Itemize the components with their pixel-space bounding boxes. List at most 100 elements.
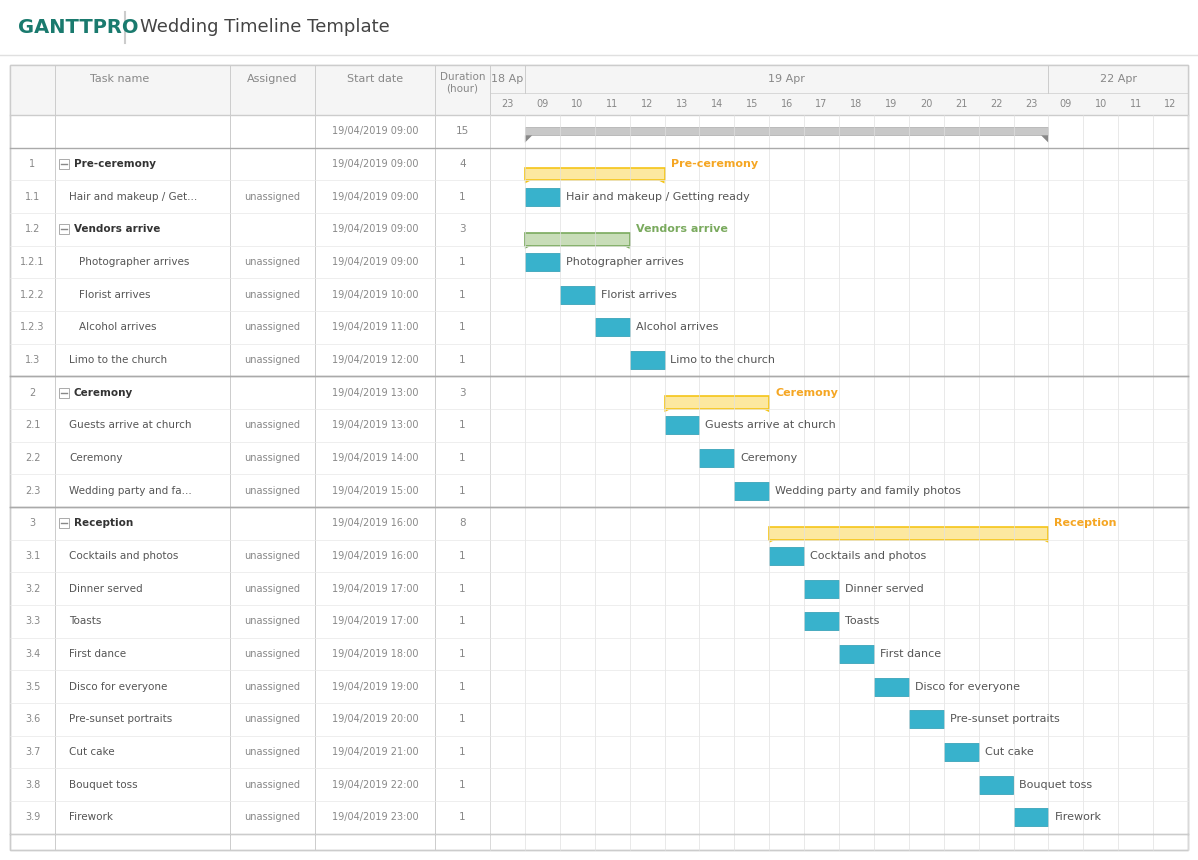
Text: 1: 1 <box>459 617 466 626</box>
Text: Hair and makeup / Getting ready: Hair and makeup / Getting ready <box>565 192 750 201</box>
Text: Ceremony: Ceremony <box>69 453 122 463</box>
Text: Dinner served: Dinner served <box>845 584 924 593</box>
Text: 11: 11 <box>1130 99 1142 109</box>
Text: Toasts: Toasts <box>845 617 879 626</box>
Bar <box>769 527 1048 540</box>
Text: Limo to the church: Limo to the church <box>69 355 168 365</box>
Text: unassigned: unassigned <box>244 617 301 626</box>
Text: 23: 23 <box>1024 99 1037 109</box>
Text: 3.8: 3.8 <box>25 780 40 789</box>
Bar <box>804 612 839 630</box>
Bar <box>59 159 69 169</box>
Polygon shape <box>1042 540 1048 543</box>
Text: 1: 1 <box>459 486 466 495</box>
Bar <box>525 168 665 181</box>
Text: 1: 1 <box>459 649 466 659</box>
Text: unassigned: unassigned <box>244 649 301 659</box>
Text: unassigned: unassigned <box>244 682 301 691</box>
Text: 19/04/2019 14:00: 19/04/2019 14:00 <box>332 453 418 463</box>
Bar <box>979 776 1014 794</box>
Text: 19/04/2019 09:00: 19/04/2019 09:00 <box>332 224 418 234</box>
Text: unassigned: unassigned <box>244 192 301 201</box>
Text: Vendors arrive: Vendors arrive <box>636 224 727 234</box>
Text: 3: 3 <box>459 224 466 234</box>
Text: 4: 4 <box>459 159 466 169</box>
Text: Alcohol arrives: Alcohol arrives <box>79 322 157 332</box>
Text: First dance: First dance <box>879 649 940 659</box>
Text: 1: 1 <box>459 715 466 724</box>
Text: unassigned: unassigned <box>244 290 301 299</box>
Text: 19 Apr: 19 Apr <box>768 74 805 84</box>
Text: 19/04/2019 09:00: 19/04/2019 09:00 <box>332 126 418 137</box>
Text: 2.2: 2.2 <box>25 453 41 463</box>
Text: 12: 12 <box>641 99 653 109</box>
Text: 19/04/2019 22:00: 19/04/2019 22:00 <box>332 780 418 789</box>
Text: 23: 23 <box>501 99 514 109</box>
Text: 10: 10 <box>1095 99 1107 109</box>
Text: 3: 3 <box>459 388 466 397</box>
Polygon shape <box>623 246 630 249</box>
Text: 1: 1 <box>459 682 466 691</box>
Text: 19: 19 <box>885 99 897 109</box>
Text: 2.3: 2.3 <box>25 486 41 495</box>
Bar <box>10 65 1188 115</box>
Text: Wedding Timeline Template: Wedding Timeline Template <box>140 19 389 36</box>
Text: 1: 1 <box>459 747 466 757</box>
Text: unassigned: unassigned <box>244 747 301 757</box>
Text: Ceremony: Ceremony <box>775 388 839 397</box>
Text: GANTTPRO: GANTTPRO <box>18 18 139 37</box>
Text: 3.4: 3.4 <box>25 649 40 659</box>
Text: 3.3: 3.3 <box>25 617 40 626</box>
Bar <box>630 351 665 369</box>
Text: 16: 16 <box>781 99 793 109</box>
Bar <box>839 645 873 663</box>
Text: 3.2: 3.2 <box>25 584 41 593</box>
Text: 1: 1 <box>459 551 466 561</box>
Text: unassigned: unassigned <box>244 257 301 267</box>
Bar <box>525 253 559 271</box>
Bar <box>873 678 909 696</box>
Polygon shape <box>763 409 769 412</box>
Text: 2: 2 <box>30 388 36 397</box>
Text: unassigned: unassigned <box>244 551 301 561</box>
Bar <box>594 318 630 336</box>
Text: Firework: Firework <box>69 813 113 822</box>
Text: Cut cake: Cut cake <box>69 747 115 757</box>
Text: Dinner served: Dinner served <box>69 584 143 593</box>
Text: 17: 17 <box>816 99 828 109</box>
Polygon shape <box>525 246 531 249</box>
Text: 3: 3 <box>30 519 36 528</box>
Text: 19/04/2019 15:00: 19/04/2019 15:00 <box>332 486 418 495</box>
Text: Wedding party and family photos: Wedding party and family photos <box>775 486 961 495</box>
Text: unassigned: unassigned <box>244 584 301 593</box>
Text: Alcohol arrives: Alcohol arrives <box>636 322 718 332</box>
Text: 22 Apr: 22 Apr <box>1100 74 1137 84</box>
Text: unassigned: unassigned <box>244 355 301 365</box>
Text: Firework: Firework <box>1054 813 1101 822</box>
Text: Photographer arrives: Photographer arrives <box>565 257 684 267</box>
Text: Hair and makeup / Get...: Hair and makeup / Get... <box>69 192 198 201</box>
Bar <box>665 416 700 434</box>
Text: Florist arrives: Florist arrives <box>600 290 677 299</box>
Text: 1.2.1: 1.2.1 <box>20 257 44 267</box>
Text: Bouquet toss: Bouquet toss <box>1019 780 1093 789</box>
Text: 14: 14 <box>710 99 722 109</box>
Text: Cocktails and photos: Cocktails and photos <box>810 551 926 561</box>
Text: 19/04/2019 16:00: 19/04/2019 16:00 <box>332 519 418 528</box>
Text: Cut cake: Cut cake <box>985 747 1034 757</box>
Text: 1.2: 1.2 <box>25 224 41 234</box>
Text: Guests arrive at church: Guests arrive at church <box>706 421 836 430</box>
Bar <box>59 388 69 397</box>
Text: 3.7: 3.7 <box>25 747 41 757</box>
Text: 1: 1 <box>459 813 466 822</box>
Text: 19/04/2019 20:00: 19/04/2019 20:00 <box>332 715 418 724</box>
Text: Start date: Start date <box>347 74 403 84</box>
Bar <box>1014 808 1048 826</box>
Text: 19/04/2019 23:00: 19/04/2019 23:00 <box>332 813 418 822</box>
Text: 1: 1 <box>459 584 466 593</box>
Text: Vendors arrive: Vendors arrive <box>74 224 161 234</box>
Text: 19/04/2019 10:00: 19/04/2019 10:00 <box>332 290 418 299</box>
Text: Guests arrive at church: Guests arrive at church <box>69 421 192 430</box>
Bar <box>769 547 804 565</box>
Text: unassigned: unassigned <box>244 322 301 332</box>
